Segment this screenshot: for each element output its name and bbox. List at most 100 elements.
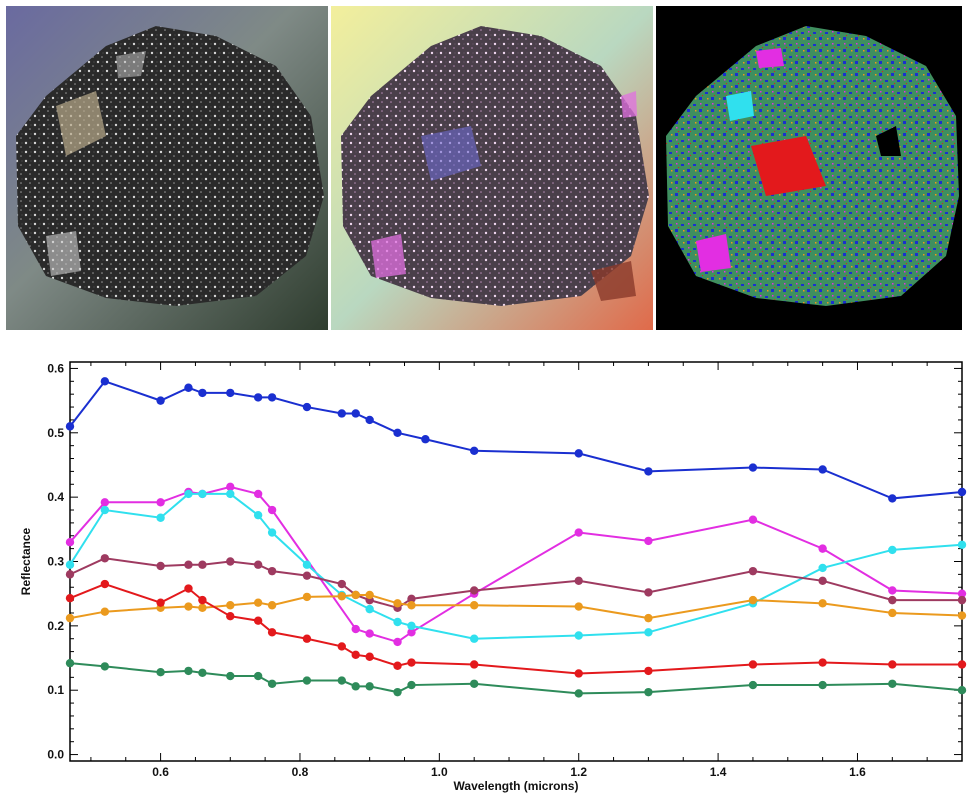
data-point: [253, 671, 263, 681]
data-point: [365, 629, 374, 638]
data-point: [156, 396, 165, 405]
data-point: [65, 613, 75, 623]
x-tick-label: 0.8: [292, 765, 309, 779]
x-tick-label: 1.2: [570, 765, 587, 779]
data-point: [818, 544, 827, 553]
data-point: [365, 415, 374, 425]
data-point: [957, 487, 967, 497]
data-point: [407, 680, 416, 690]
data-point: [644, 536, 653, 546]
data-point: [267, 566, 277, 576]
data-point: [407, 601, 416, 610]
data-point: [888, 608, 897, 618]
data-point: [156, 498, 165, 507]
data-point: [226, 671, 235, 681]
data-point: [198, 668, 207, 678]
classification-map-image: [656, 6, 962, 330]
y-tick-label: 0.5: [47, 426, 64, 440]
series-7: [65, 658, 967, 698]
data-point: [469, 446, 479, 456]
data-point: [644, 588, 653, 597]
data-point: [253, 616, 263, 625]
data-point: [644, 628, 653, 637]
data-point: [393, 617, 402, 627]
data-point: [957, 611, 967, 620]
axis-ticks: 0.6 0.8 1.0 1.2 1.4 1.6 0.0 0.1 0.2 0.3 0.4 0.5 0.6: [47, 361, 963, 779]
data-point: [574, 689, 583, 698]
data-point: [302, 634, 312, 643]
y-axis-title: Reflectance: [19, 527, 33, 595]
data-point: [156, 561, 165, 571]
data-point: [267, 505, 277, 515]
data-point: [226, 489, 235, 499]
y-tick-label: 0.2: [47, 619, 64, 633]
data-point: [748, 680, 758, 690]
data-point: [184, 584, 193, 593]
rock-sample-photo-icon: [6, 6, 328, 330]
data-point: [302, 571, 312, 580]
data-point: [748, 660, 758, 669]
data-point: [574, 449, 583, 458]
data-point: [818, 680, 827, 690]
x-tick-label: 1.0: [431, 765, 448, 779]
data-point: [644, 613, 653, 623]
data-point: [818, 658, 827, 667]
data-point: [100, 505, 110, 515]
x-axis-title: Wavelength (microns): [454, 779, 579, 793]
data-point: [100, 662, 110, 671]
data-point: [337, 592, 346, 601]
data-point: [156, 598, 165, 607]
data-point: [65, 422, 75, 431]
data-point: [469, 679, 479, 688]
data-point: [644, 666, 653, 676]
data-point: [198, 560, 207, 569]
data-point: [226, 388, 235, 398]
data-point: [351, 682, 360, 691]
x-tick-label: 1.6: [849, 765, 866, 779]
data-point: [888, 586, 897, 595]
data-point: [65, 593, 75, 603]
data-point: [407, 594, 416, 604]
data-point: [888, 660, 897, 669]
data-point: [818, 563, 827, 573]
data-point: [748, 515, 758, 524]
data-point: [818, 576, 827, 586]
enhanced-color-image: [331, 6, 653, 330]
data-point: [184, 383, 193, 392]
data-point: [253, 598, 263, 607]
data-point: [156, 513, 165, 522]
data-point: [574, 576, 583, 586]
data-point: [302, 592, 312, 602]
data-point: [351, 590, 360, 600]
y-tick-label: 0.1: [47, 683, 64, 697]
data-point: [302, 676, 312, 685]
data-point: [957, 660, 967, 669]
data-point: [574, 528, 583, 537]
data-point: [888, 494, 897, 503]
data-point: [100, 377, 110, 386]
data-point: [226, 482, 235, 492]
y-tick-label: 0.4: [47, 490, 64, 504]
data-point: [393, 661, 402, 670]
rock-sample-photo-enhanced-icon: [331, 6, 653, 330]
data-point: [337, 676, 346, 685]
data-point: [888, 679, 897, 688]
data-point: [407, 628, 416, 637]
data-point: [957, 595, 967, 605]
rock-sample-classification-map-icon: [656, 6, 962, 330]
data-point: [184, 489, 193, 499]
data-point: [253, 393, 263, 402]
data-point: [267, 528, 277, 537]
data-point: [644, 467, 653, 476]
x-tick-label: 1.4: [710, 765, 727, 779]
data-point: [365, 590, 374, 600]
data-point: [574, 602, 583, 611]
data-point: [226, 612, 235, 621]
data-point: [184, 602, 193, 611]
data-point: [365, 652, 374, 661]
data-point: [198, 388, 207, 398]
data-point: [65, 570, 75, 579]
data-point: [337, 642, 346, 651]
data-point: [393, 428, 402, 437]
data-point: [818, 599, 827, 608]
